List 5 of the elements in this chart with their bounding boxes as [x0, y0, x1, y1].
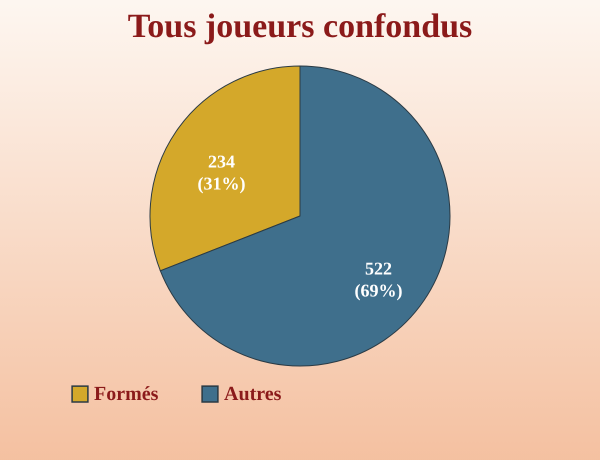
data-label: 522 (69%): [354, 258, 402, 301]
chart-title: Tous joueurs confondus: [128, 8, 472, 45]
data-label: 234 (31%): [198, 151, 246, 194]
legend-label: Autres: [224, 383, 282, 406]
legend-label: Formés: [94, 383, 159, 406]
